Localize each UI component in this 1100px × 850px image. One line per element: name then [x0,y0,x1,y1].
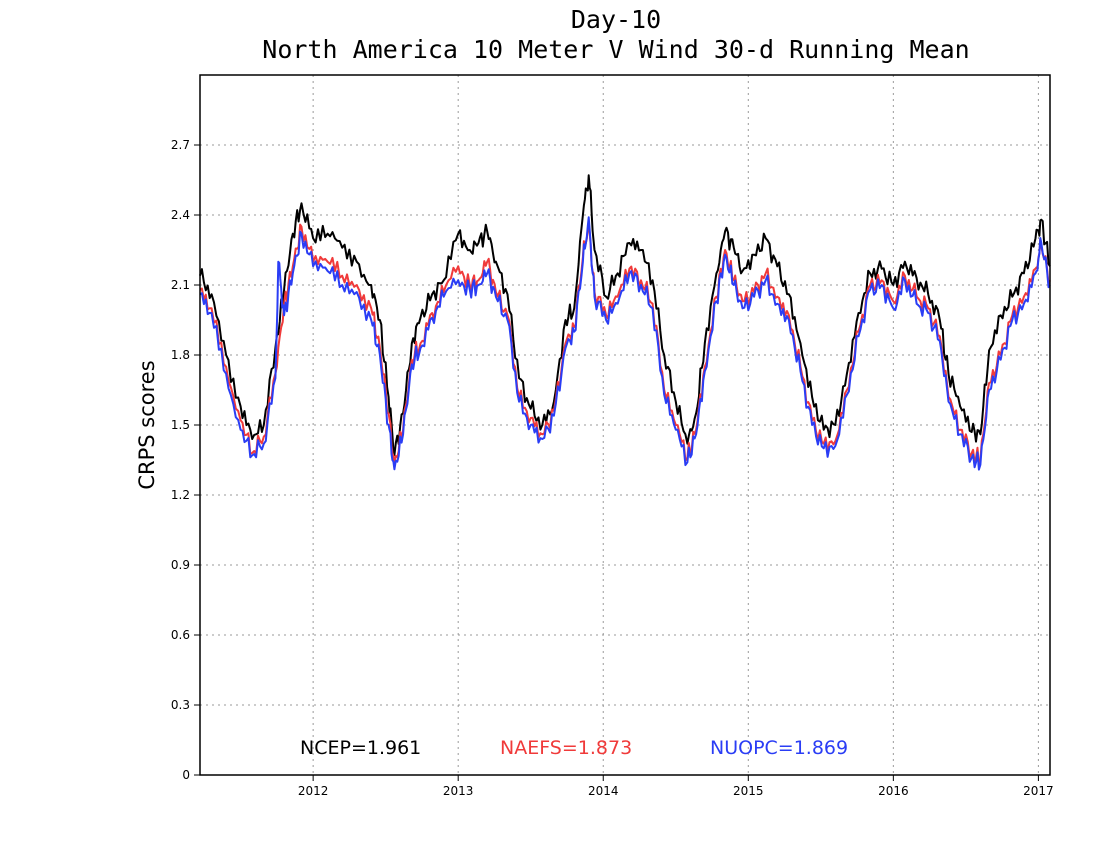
y-tick-label: 0 [182,768,190,782]
y-axis-label: CRPS scores [135,360,159,489]
chart-title: Day-10 [571,5,661,34]
legend-entry-nuopc: NUOPC=1.869 [710,737,848,759]
y-tick-label: 1.2 [171,488,190,502]
x-tick-label: 2017 [1023,784,1054,798]
legend-entry-ncep: NCEP=1.961 [300,737,421,759]
y-tick-label: 0.6 [171,628,190,642]
axis-ticks: 0 0.3 0.6 0.9 1.2 1.5 1.8 2.1 2.4 2.7 2012 2013 2014… [171,138,1054,798]
series-group [199,174,1051,471]
y-tick-label: 2.7 [171,138,190,152]
x-tick-label: 2012 [298,784,329,798]
grid [200,75,1050,775]
y-tick-label: 2.4 [171,208,190,222]
x-tick-label: 2013 [443,784,474,798]
y-tick-label: 2.1 [171,278,190,292]
legend-entry-naefs: NAEFS=1.873 [500,737,632,759]
x-tick-label: 2015 [733,784,764,798]
y-tick-label: 0.9 [171,558,190,572]
chart-subtitle: North America 10 Meter V Wind 30-d Runni… [262,35,969,64]
y-tick-label: 0.3 [171,698,190,712]
y-tick-label: 1.5 [171,418,190,432]
y-tick-label: 1.8 [171,348,190,362]
series-line-naefs [199,221,1051,466]
series-line-nuopc [199,216,1051,471]
x-tick-label: 2016 [878,784,909,798]
x-tick-label: 2014 [588,784,619,798]
series-line-ncep [199,174,1051,457]
